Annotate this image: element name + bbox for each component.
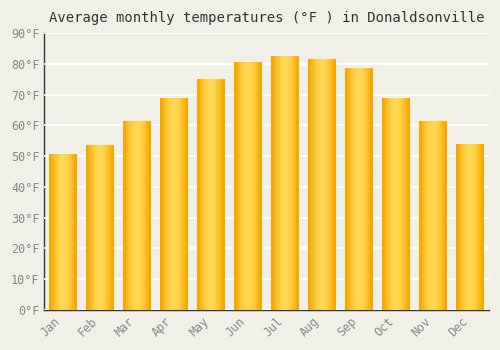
Title: Average monthly temperatures (°F ) in Donaldsonville: Average monthly temperatures (°F ) in Do… xyxy=(49,11,484,25)
